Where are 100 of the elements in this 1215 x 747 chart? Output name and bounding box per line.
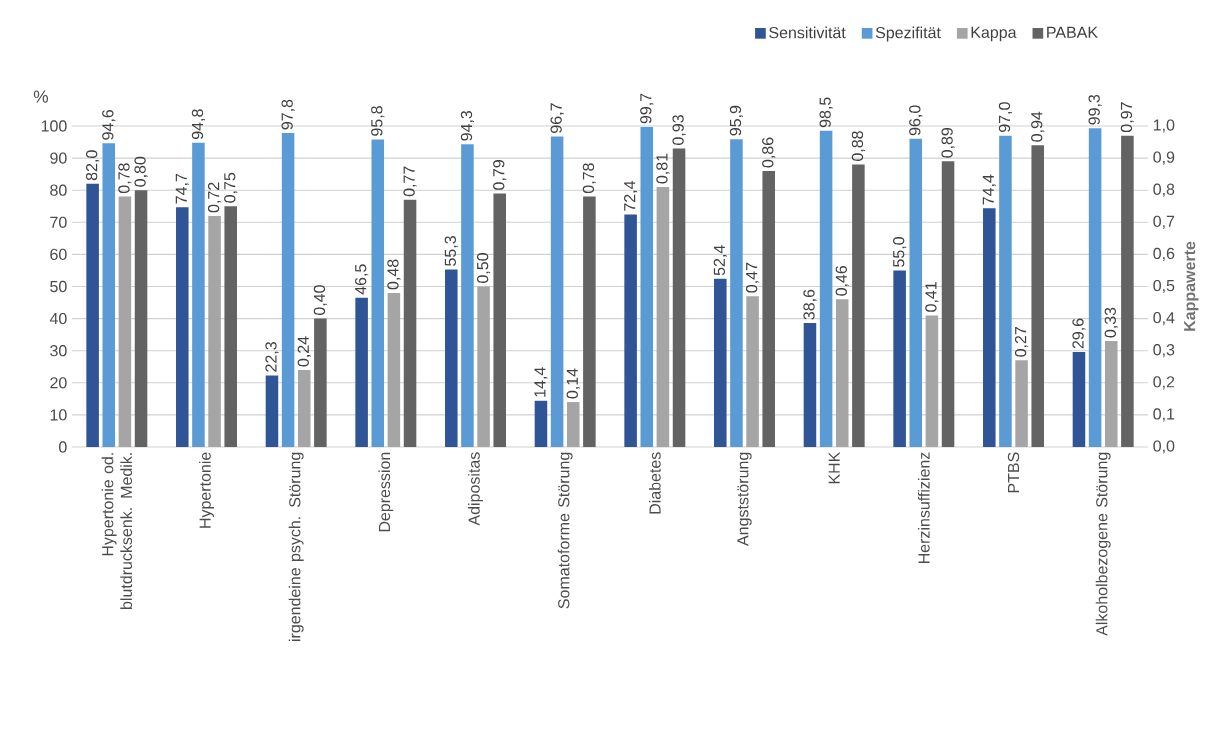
- data-label: 74,4: [982, 174, 996, 205]
- bar: [493, 193, 506, 447]
- bar: [86, 183, 99, 447]
- bar: [192, 142, 205, 447]
- y-tick-label: 20: [50, 377, 67, 389]
- x-tick-label: Depression: [378, 452, 394, 532]
- bar: [983, 208, 996, 447]
- bar: [297, 369, 311, 447]
- data-label: 0,72: [207, 182, 222, 213]
- data-label: 55,0: [893, 237, 907, 267]
- y-tick-label: 30: [50, 345, 67, 357]
- bar: [534, 400, 548, 447]
- bar: [583, 196, 596, 447]
- y-tick-label: 90: [50, 152, 67, 164]
- bar: [1031, 145, 1044, 447]
- data-label: 0,78: [582, 163, 596, 194]
- data-label: 29,6: [1072, 318, 1086, 349]
- y2-axis-title: Kappawerte: [1184, 241, 1199, 331]
- data-label: 94,3: [460, 110, 475, 141]
- data-label: 94,8: [191, 109, 206, 140]
- legend-label: Spezifität: [875, 26, 941, 42]
- data-label: 0,14: [566, 368, 580, 399]
- bar: [672, 148, 686, 447]
- bar: [265, 375, 279, 447]
- y-tick-label: 50: [50, 280, 67, 293]
- data-label: 0,81: [656, 153, 670, 184]
- y-tick-label: 70: [50, 216, 67, 228]
- data-label: 52,4: [713, 245, 727, 276]
- legend-label: PABAK: [1047, 26, 1098, 38]
- bar: [208, 215, 221, 447]
- data-label: 0,97: [1120, 102, 1134, 133]
- data-label: 46,5: [355, 264, 369, 295]
- bar: [445, 269, 458, 447]
- x-tick-label: Adipositas: [468, 452, 483, 526]
- data-label: 96,7: [550, 103, 564, 133]
- bar: [1121, 135, 1134, 447]
- data-label: 0,89: [941, 128, 955, 158]
- y-tick-label: 40: [49, 312, 67, 325]
- data-label: 0,47: [745, 262, 760, 293]
- data-label: 82,0: [86, 150, 100, 181]
- bar: [746, 296, 759, 447]
- bar: [477, 286, 490, 447]
- bar: [714, 278, 727, 447]
- y2-tick-label: 0,6: [1153, 247, 1175, 262]
- data-label: 14,4: [534, 367, 548, 397]
- data-label: 99,7: [640, 93, 654, 124]
- data-label: 98,5: [819, 97, 833, 128]
- bar: [134, 190, 148, 447]
- data-label: 0,46: [835, 265, 849, 296]
- x-tick-label: Hypertonie od. blutdrucksenk. Medik.: [101, 453, 133, 609]
- bar: [762, 170, 775, 447]
- bar: [403, 199, 417, 447]
- legend-label: Kappa: [971, 26, 1017, 42]
- bar: [1015, 360, 1028, 447]
- y2-tick-label: 1,0: [1153, 119, 1175, 133]
- bar: [176, 207, 189, 447]
- y2-tick-label: 0,5: [1153, 279, 1175, 294]
- y-tick-label: 10: [50, 409, 67, 421]
- data-label: 72,4: [624, 181, 638, 211]
- x-tick-label: Herzinsuffizienz: [917, 452, 930, 564]
- bar: [941, 161, 955, 447]
- data-label: 0,24: [297, 336, 311, 367]
- data-label: 0,27: [1014, 327, 1029, 357]
- data-label: 95,9: [729, 105, 744, 136]
- bar: [461, 144, 474, 447]
- y2-tick-label: 0,2: [1153, 376, 1175, 390]
- bar: [624, 214, 637, 447]
- bar: [224, 206, 237, 447]
- data-label: 0,50: [476, 253, 491, 283]
- y-tick-label: 0: [59, 441, 67, 453]
- x-tick-label: Somatoforme Störung: [557, 452, 573, 609]
- bar: [819, 130, 833, 447]
- data-label: 0,77: [403, 166, 417, 197]
- data-label: 0,75: [224, 172, 238, 203]
- data-label: 0,33: [1104, 307, 1118, 338]
- bar: [355, 297, 368, 447]
- data-label: 0,94: [1031, 111, 1045, 142]
- data-label: 95,8: [371, 106, 385, 136]
- x-tick-label: PTBS: [1007, 452, 1020, 493]
- bar: [1088, 128, 1102, 447]
- x-tick-label: Hypertonie: [199, 452, 214, 528]
- data-label: 0,80: [134, 156, 148, 187]
- data-label: 99,3: [1088, 94, 1102, 125]
- y2-tick-label: 0,1: [1153, 408, 1175, 422]
- x-tick-label: Angststörung: [737, 452, 752, 546]
- data-label: 38,6: [803, 289, 817, 320]
- data-label: 0,93: [672, 115, 686, 145]
- y2-tick-label: 0,8: [1153, 183, 1175, 197]
- data-label: 97,8: [281, 99, 295, 130]
- data-label: 0,88: [851, 131, 865, 161]
- bar: [909, 138, 923, 447]
- data-label: 94,6: [102, 109, 116, 140]
- bar: [893, 270, 906, 447]
- x-tick-label: irgendeine psych. Störung: [288, 452, 304, 641]
- y-tick-label: 100: [41, 120, 67, 132]
- x-tick-label: Alkoholbezogene Störung: [1095, 452, 1111, 636]
- y2-tick-label: 0,7: [1153, 215, 1175, 229]
- y-axis-title: %: [33, 90, 49, 103]
- data-label: 22,3: [265, 342, 279, 372]
- x-tick-label: Diabetes: [648, 452, 661, 514]
